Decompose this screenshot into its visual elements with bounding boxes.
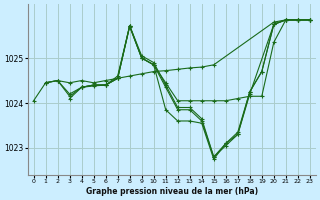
X-axis label: Graphe pression niveau de la mer (hPa): Graphe pression niveau de la mer (hPa) [86,187,258,196]
